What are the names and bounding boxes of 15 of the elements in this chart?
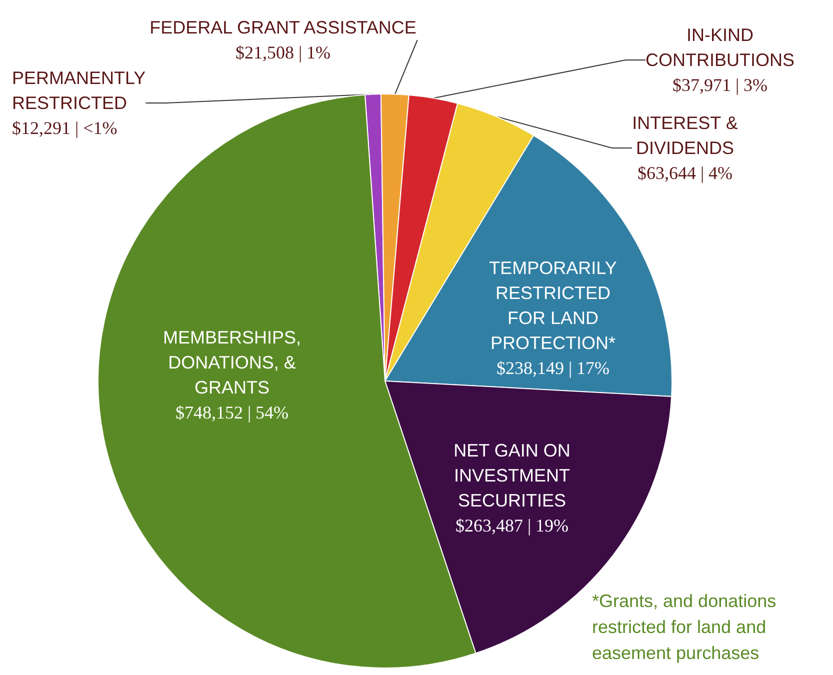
data-label: $21,508 | 1% [235, 42, 331, 62]
data-label: $263,487 | 19% [455, 516, 569, 536]
text: *Grants, and donations restricted for land and easement purchases [592, 591, 782, 663]
slice-label: INTEREST & DIVIDENDS [632, 113, 738, 158]
slice-label: IN-KIND CONTRIBUTIONS [645, 25, 795, 70]
slice-label: MEMBERSHIPS, DONATIONS, & GRANTS [162, 328, 302, 398]
data-label: $63,644 | 4% [637, 163, 733, 183]
data-label: $238,149 | 17% [496, 358, 610, 378]
slice-label: NET GAIN ON INVESTMENT SECURITIES [454, 440, 570, 510]
data-label: $37,971 | 3% [672, 75, 768, 95]
data-label: $748,152 | 54% [175, 402, 289, 422]
slice-label: TEMPORARILY RESTRICTED FOR LAND PROTECTION* [489, 258, 617, 353]
slice-label: FEDERAL GRANT ASSISTANCE [150, 18, 416, 38]
data-label: $12,291 | <1% [12, 118, 118, 138]
slice-label: PERMANENTLY RESTRICTED [12, 68, 146, 113]
